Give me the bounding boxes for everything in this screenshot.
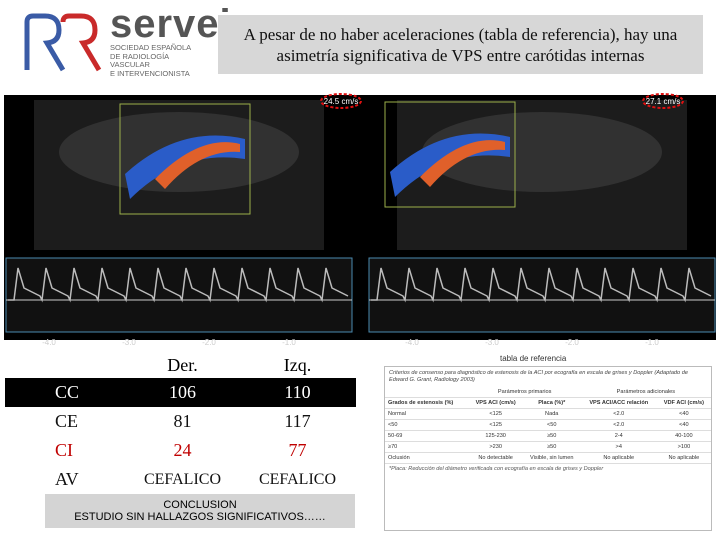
header-row: Der. Izq. xyxy=(5,352,356,378)
reference-label: tabla de referencia xyxy=(500,354,567,363)
highlight xyxy=(642,93,684,109)
velocity-readout: 27.1 cm/s xyxy=(646,97,681,106)
column-row: Grados de estenosis (%) VPS ACI (cm/s) Pla… xyxy=(385,397,711,409)
table-row: AV CEFALICO CEFALICO xyxy=(5,465,356,494)
column-header: VPS ACI (cm/s) xyxy=(468,397,523,409)
axis-label: -2.0 xyxy=(202,338,216,347)
logo-subtitle: SOCIEDAD ESPAÑOLA DE RADIOLOGÍA VASCULAR E … xyxy=(110,43,192,78)
table-row: CC 106 110 xyxy=(5,378,356,407)
axis-label: -4.0 xyxy=(42,338,56,347)
conclusion-line: CONCLUSION xyxy=(163,499,237,511)
cell: 24 xyxy=(173,440,192,460)
axis-label: -2.0 xyxy=(565,338,579,347)
cell: <125 xyxy=(468,408,523,420)
waveform xyxy=(371,267,712,303)
logo-mark xyxy=(24,13,102,72)
cell: Normal xyxy=(385,408,469,420)
reference-title: Criterios de consenso para diagnóstico d… xyxy=(389,370,688,383)
row-label: CE xyxy=(55,411,79,431)
logo-line: SOCIEDAD ESPAÑOLA xyxy=(110,43,192,52)
measurement-table: Der. Izq. CC 106 110 CE 81 117 CI 24 77 AV CEFALICO C… xyxy=(5,352,356,494)
reference-row: Normal <125 Nada <2.0 <40 xyxy=(385,408,711,420)
highlight xyxy=(320,93,362,109)
cell: CEFALICO xyxy=(143,470,222,488)
cell: 2-4 xyxy=(580,430,657,442)
logo-line: E INTERVENCIONISTA xyxy=(110,68,190,78)
cell: Nada xyxy=(522,408,581,420)
cell: 106 xyxy=(169,382,196,402)
cell: ≥50 xyxy=(522,430,581,442)
empty-cell xyxy=(385,387,469,398)
color-box xyxy=(119,103,251,215)
cell: 40-100 xyxy=(656,430,711,442)
axis-label: -1.0 xyxy=(645,338,659,347)
cell: ≥70 xyxy=(385,441,469,453)
cell: CEFALICO xyxy=(258,470,337,488)
cell: No detectable xyxy=(468,452,523,464)
cell: 125-230 xyxy=(468,430,523,442)
reference-row: ≥70 >230 ≥50 >4 >100 xyxy=(385,441,711,453)
conclusion: CONCLUSION ESTUDIO SIN HALLAZGOS SIGNIFIC… xyxy=(45,494,355,528)
group-header: Parámetros adicionales xyxy=(580,387,711,398)
column-header: Izq. xyxy=(283,354,312,375)
cell: 117 xyxy=(284,411,311,431)
axis-label: -4.0 xyxy=(405,338,419,347)
cell: <40 xyxy=(656,419,711,431)
cell: <50 xyxy=(522,419,581,431)
flow-red xyxy=(155,142,240,189)
cell: >4 xyxy=(580,441,657,453)
cell: 50-69 xyxy=(385,430,469,442)
velocity-readout: 24.5 cm/s xyxy=(324,97,359,106)
cell: <2.0 xyxy=(580,408,657,420)
group-header: Parámetros primarios xyxy=(468,387,581,398)
column-header: Der. xyxy=(167,354,198,375)
column-header: VDF ACI (cm/s) xyxy=(656,397,711,409)
cell: <2.0 xyxy=(580,419,657,431)
cell: 77 xyxy=(288,440,307,460)
cell: No aplicable xyxy=(656,452,711,464)
cell: Visible, sin lumen xyxy=(522,452,581,464)
cell: >100 xyxy=(656,441,711,453)
cell: 81 xyxy=(173,411,192,431)
waveform xyxy=(8,267,349,303)
color-box xyxy=(384,101,516,208)
cell: 110 xyxy=(284,382,311,402)
flow-red xyxy=(420,140,505,187)
footnote: *Placa: Reducción del diámetro verificad… xyxy=(389,466,604,472)
ultrasound-images: 24.5 cm/s -4.0 -3.0 -2.0 -1.0 27.1 cm/s -4.0 -3… xyxy=(4,93,716,347)
group-row: Parámetros primarios Parámetros adicional… xyxy=(385,387,711,398)
column-header: Grados de estenosis (%) xyxy=(385,397,469,409)
tissue xyxy=(422,112,662,192)
row-label: CC xyxy=(55,382,80,402)
reference-table: Criterios de consenso para diagnóstico d… xyxy=(384,366,712,531)
reference-row: Oclusión No detectable Visible, sin lumen N… xyxy=(385,452,711,464)
reference-row: <50 <125 <50 <2.0 <40 xyxy=(385,419,711,431)
row-label: CI xyxy=(55,440,73,460)
axis-label: -3.0 xyxy=(485,338,499,347)
logo-line: VASCULAR xyxy=(110,60,150,69)
row-label: AV xyxy=(55,469,79,489)
table-row: CE 81 117 xyxy=(5,407,356,436)
logo-line: DE RADIOLOGÍA xyxy=(110,51,170,61)
axis-label: -1.0 xyxy=(282,338,296,347)
cell: <40 xyxy=(656,408,711,420)
cell: No aplicable xyxy=(580,452,657,464)
reference-grid: Parámetros primarios Parámetros adicional… xyxy=(385,387,711,464)
slide-title: A pesar de no haber aceleraciones (tabla… xyxy=(218,15,703,74)
table-row: CI 24 77 xyxy=(5,436,356,465)
cell: <125 xyxy=(468,419,523,431)
conclusion-line: ESTUDIO SIN HALLAZGOS SIGNIFICATIVOS…… xyxy=(74,511,326,523)
cell: ≥50 xyxy=(522,441,581,453)
cell: <50 xyxy=(385,419,469,431)
cell: Oclusión xyxy=(385,452,469,464)
cell: >230 xyxy=(468,441,523,453)
column-header: Placa (%)* xyxy=(522,397,581,409)
reference-row: 50-69 125-230 ≥50 2-4 40-100 xyxy=(385,430,711,442)
column-header: VPS ACI/ACC relación xyxy=(580,397,657,409)
logo-name: servei xyxy=(110,2,232,46)
axis-label: -3.0 xyxy=(122,338,136,347)
